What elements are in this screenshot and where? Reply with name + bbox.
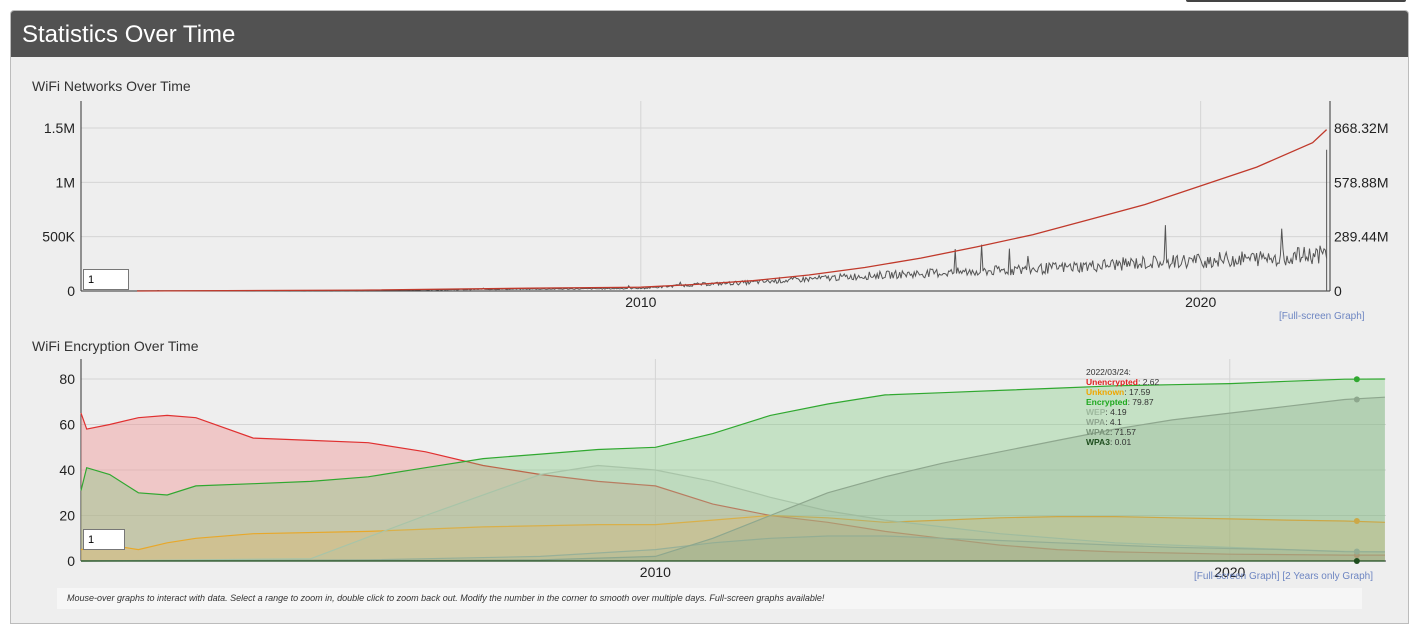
series-area-unknown [81,515,1385,561]
legend-series-name: WPA3 [1086,437,1110,447]
legend-entry: Unknown: 17.59 [1086,387,1151,397]
top-tab-edge [1186,0,1406,2]
legend-series-value: : 4.1 [1105,417,1122,427]
networks-chart-title: WiFi Networks Over Time [32,78,191,94]
legend-series-value: : 71.57 [1110,427,1136,437]
legend-series-value: : 79.87 [1128,397,1154,407]
series-area-encrypted [81,379,1385,561]
series-point-encrypted [1353,376,1360,383]
legend-entry: Unencrypted: 2.62 [1086,377,1160,387]
series-line-encrypted [80,378,1385,496]
legend-entry: WPA: 4.1 [1086,417,1122,427]
y-tick-label: 80 [59,371,75,387]
networks-chart[interactable]: 0 500K 1M 1.5M 0 289.44M 578.88M 868.32M 2010 202… [11,91,1408,351]
plot-area [81,101,1330,291]
y-tick-label: 20 [59,508,75,524]
encryption-links: [Full-screen Graph] [2 Years only Graph] [1194,571,1373,582]
legend-series-name: Unknown [1086,387,1124,397]
legend-series-name: WPA2 [1086,427,1110,437]
y-right-tick-label: 289.44M [1334,229,1388,245]
legend-series-value: : 2.62 [1138,377,1160,387]
legend-entry: WPA2: 71.57 [1086,427,1136,437]
legend-series-name: WPA [1086,417,1105,427]
legend-series-value: : 0.01 [1110,437,1132,447]
legend-series-name: Encrypted [1086,397,1128,407]
series-line-wpa [80,535,1385,562]
y-left-tick-label: 0 [67,283,75,299]
statistics-panel: Statistics Over Time WiFi Networks Over … [10,10,1409,624]
legend-series-value: : 4.19 [1105,407,1127,417]
series-point-wpa [1353,548,1360,555]
series-point-wpa2 [1353,396,1360,403]
x-tick-label: 2010 [625,294,656,310]
panel-title: Statistics Over Time [11,11,1408,57]
series-area-wpa [81,536,1385,561]
encryption-two-years-link[interactable]: [2 Years only Graph] [1282,571,1373,582]
y-right-tick-label: 868.32M [1334,120,1388,136]
legend-entry: WPA3: 0.01 [1086,437,1131,447]
series-area-unencrypted [81,413,1385,561]
encryption-smoothing-input[interactable] [83,529,125,550]
series-line-unencrypted [80,412,1385,556]
legend-entry: Encrypted: 79.87 [1086,397,1154,407]
legend-entry: WEP: 4.19 [1086,407,1127,417]
legend-series-name: WEP [1086,407,1106,417]
y-left-tick-label: 1.5M [44,120,75,136]
legend-series-name: Unencrypted [1086,377,1138,387]
legend-series-value: : 17.59 [1124,387,1150,397]
encryption-fullscreen-link[interactable]: [Full-screen Graph] [1194,571,1280,582]
y-tick-label: 60 [59,417,75,433]
series-point-wpa3 [1353,557,1360,564]
x-tick-label: 2020 [1214,564,1245,580]
encryption-chart-title: WiFi Encryption Over Time [32,338,199,354]
networks-fullscreen-link[interactable]: [Full-screen Graph] [1279,311,1365,322]
networks-cumulative-line [136,129,1328,292]
y-right-tick-label: 578.88M [1334,174,1388,190]
y-right-tick-label: 0 [1334,283,1342,299]
legend-date: 2022/03/24: [1086,367,1131,377]
y-tick-label: 0 [67,553,75,569]
y-left-tick-label: 1M [56,174,75,190]
x-tick-label: 2010 [640,564,671,580]
y-left-tick-label: 500K [42,229,75,245]
y-tick-label: 40 [59,462,75,478]
series-point-unknown [1353,517,1360,524]
usage-note: Mouse-over graphs to interact with data.… [57,588,1362,609]
plot-area [81,359,1386,561]
encryption-chart[interactable]: 0 20 40 60 80 2010 2020 2022/03/24:Unencrypted:… [11,351,1408,591]
series-line-wep [80,464,1385,562]
series-line-wpa2 [80,396,1385,562]
x-tick-label: 2020 [1185,294,1216,310]
series-area-wpa2 [81,397,1385,561]
networks-smoothing-input[interactable] [83,269,129,290]
series-area-wep [81,465,1385,561]
